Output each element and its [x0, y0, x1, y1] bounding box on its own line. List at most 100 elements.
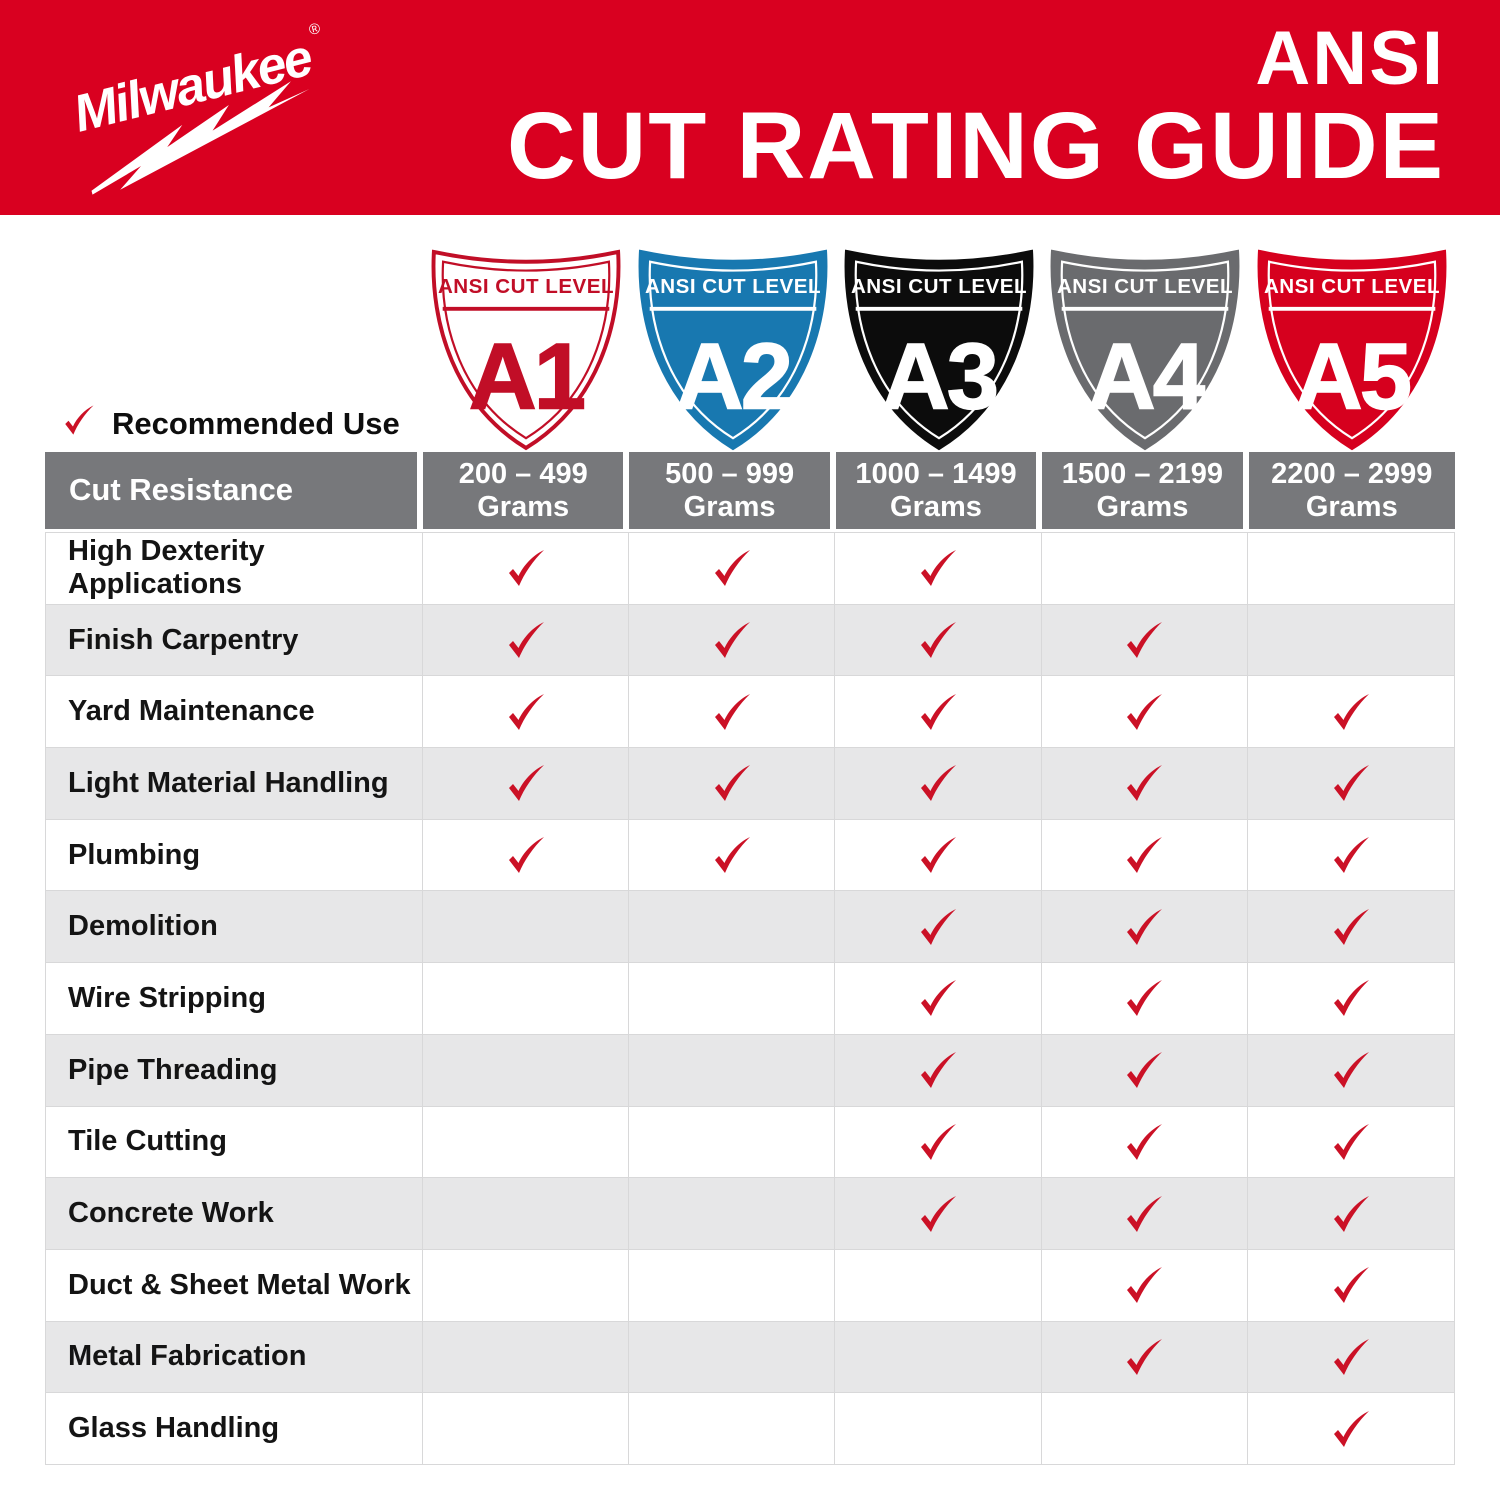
milwaukee-logo-graphic: Milwaukee®	[68, 20, 322, 195]
cell-a2	[629, 1034, 836, 1106]
checkmark-icon	[65, 405, 94, 435]
table-row: High Dexterity Applications	[46, 532, 1454, 604]
cell-a5	[1248, 820, 1454, 891]
shield-row: ANSI CUT LEVEL A1 ANSI CUT LEVEL A2 ANSI CUT…	[423, 244, 1455, 452]
shield-slot-a3: ANSI CUT LEVEL A3	[836, 244, 1042, 452]
cell-a1	[423, 963, 630, 1034]
shield-level-text: A1	[469, 324, 584, 429]
cell-a1	[423, 676, 630, 748]
title-cut-rating-guide: CUT RATING GUIDE	[507, 92, 1445, 199]
cell-a3	[835, 604, 1042, 676]
cell-a5	[1248, 605, 1454, 676]
checkmark-icon	[508, 837, 544, 874]
table-row: Light Material Handling	[46, 747, 1454, 819]
row-label: Concrete Work	[46, 1178, 423, 1249]
header-cell-grams-3: 1000 – 1499 Grams	[835, 452, 1043, 529]
checkmark-icon	[1127, 908, 1163, 945]
checkmark-icon	[1127, 1123, 1163, 1160]
cell-a5	[1248, 1107, 1454, 1178]
cell-a4	[1042, 1106, 1248, 1178]
cell-a2	[629, 748, 836, 819]
recommended-use-label: Recommended Use	[112, 406, 400, 441]
header-cell-grams-1: 200 – 499 Grams	[423, 452, 630, 529]
cell-a4	[1042, 819, 1248, 891]
cell-a3	[835, 819, 1042, 891]
ansi-cut-level-shield-a5: ANSI CUT LEVEL A5	[1257, 249, 1447, 451]
row-label: Light Material Handling	[46, 748, 423, 819]
cell-a2	[629, 1249, 836, 1321]
table-row: Finish Carpentry	[46, 603, 1454, 676]
checkmark-icon	[920, 765, 956, 802]
milwaukee-logo: Milwaukee ®	[58, 14, 358, 199]
checkmark-icon	[508, 622, 544, 659]
table-row: Demolition	[46, 890, 1454, 963]
cell-a2	[629, 819, 836, 891]
red-checkmark-icon	[62, 403, 96, 445]
shield-level-text: A4	[1088, 324, 1205, 429]
checkmark-icon	[1127, 1338, 1163, 1375]
checkmark-icon	[1333, 837, 1369, 874]
cell-a1	[423, 1034, 630, 1106]
cell-a4	[1042, 748, 1248, 819]
checkmark-icon	[508, 693, 544, 730]
header-cell-cut-resistance: Cut Resistance	[45, 452, 423, 529]
cell-a1	[423, 1249, 630, 1321]
checkmark-icon	[920, 622, 956, 659]
table-row: Yard Maintenance	[46, 675, 1454, 748]
cell-a2	[629, 533, 836, 604]
row-label: Duct & Sheet Metal Work	[46, 1249, 423, 1321]
checkmark-icon	[920, 1123, 956, 1160]
title-ansi: ANSI	[1255, 16, 1445, 102]
checkmark-icon	[920, 693, 956, 730]
table-row: Tile Cutting	[46, 1105, 1454, 1178]
svg-text:Milwaukee: Milwaukee	[68, 29, 318, 144]
table-row: Plumbing	[46, 818, 1454, 891]
cell-a3	[835, 1393, 1042, 1464]
checkmark-icon	[920, 1195, 956, 1232]
checkmark-icon	[714, 765, 750, 802]
shield-band-label: ANSI CUT LEVEL	[1264, 275, 1440, 298]
cell-a5	[1248, 963, 1454, 1034]
checkmark-icon	[1127, 622, 1163, 659]
cell-a3	[835, 1178, 1042, 1249]
checkmark-icon	[714, 622, 750, 659]
cell-a4	[1042, 1034, 1248, 1106]
lightning-bolt-icon	[91, 81, 310, 195]
row-label: Yard Maintenance	[46, 676, 423, 748]
row-label: Metal Fabrication	[46, 1321, 423, 1393]
cell-a1	[423, 1106, 630, 1178]
shield-slot-a2: ANSI CUT LEVEL A2	[629, 244, 835, 452]
header-cell-grams-5: 2200 – 2999 Grams	[1248, 452, 1455, 529]
checkmark-icon	[1333, 1267, 1369, 1304]
checkmark-icon	[1333, 980, 1369, 1017]
checkmark-icon	[1333, 1338, 1369, 1375]
row-label: Glass Handling	[46, 1393, 423, 1464]
ansi-cut-level-shield-a3: ANSI CUT LEVEL A3	[844, 249, 1034, 451]
row-label: High Dexterity Applications	[46, 533, 423, 604]
checkmark-icon	[1127, 765, 1163, 802]
cell-a3	[835, 676, 1042, 748]
banner: Milwaukee ® ANSI CUT RATING GUIDE	[0, 0, 1500, 215]
shield-band-label: ANSI CUT LEVEL	[1057, 275, 1233, 298]
ansi-cut-level-shield-a2: ANSI CUT LEVEL A2	[638, 249, 828, 451]
shield-slot-a4: ANSI CUT LEVEL A4	[1042, 244, 1248, 452]
checkmark-icon	[1333, 1410, 1369, 1447]
shield-band-label: ANSI CUT LEVEL	[851, 275, 1027, 298]
row-label: Wire Stripping	[46, 963, 423, 1034]
table-row: Metal Fabrication	[46, 1320, 1454, 1393]
cell-a5	[1248, 891, 1454, 962]
cell-a4	[1042, 963, 1248, 1034]
checkmark-icon	[714, 550, 750, 587]
cell-a5	[1248, 1250, 1454, 1321]
table-row: Pipe Threading	[46, 1033, 1454, 1106]
checkmark-icon	[920, 550, 956, 587]
checkmark-icon	[1127, 1267, 1163, 1304]
cell-a4	[1042, 1321, 1248, 1393]
cell-a1	[423, 1178, 630, 1249]
cell-a1	[423, 748, 630, 819]
cell-a3	[835, 1034, 1042, 1106]
cell-a1	[423, 891, 630, 963]
cell-a2	[629, 891, 836, 963]
checkmark-icon	[1127, 1195, 1163, 1232]
